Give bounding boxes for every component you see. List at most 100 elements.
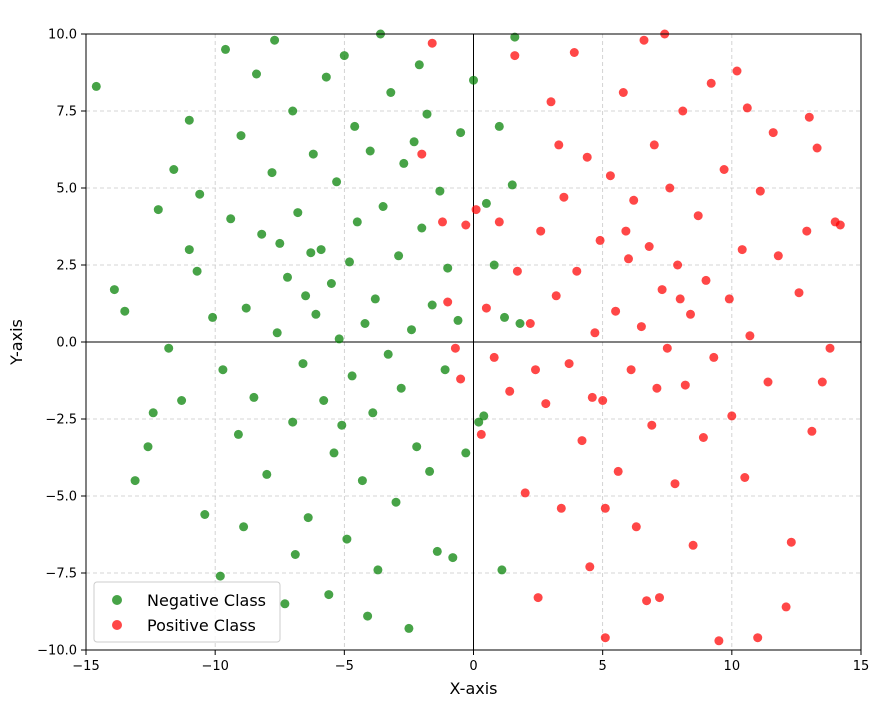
x-tick-label-6: 15 (853, 659, 870, 674)
point-positive-class-17 (533, 593, 543, 603)
point-positive-class-74 (773, 251, 783, 261)
point-positive-class-71 (755, 186, 765, 196)
point-negative-class-91 (497, 565, 507, 575)
point-negative-class-48 (345, 257, 354, 267)
point-positive-class-46 (649, 140, 659, 150)
point-negative-class-54 (365, 146, 375, 156)
point-negative-class-46 (339, 51, 349, 61)
point-positive-class-41 (631, 522, 641, 532)
data-points (91, 29, 845, 646)
point-negative-class-45 (334, 334, 344, 344)
point-positive-class-14 (512, 266, 522, 276)
point-negative-class-85 (489, 260, 499, 270)
point-positive-class-31 (595, 235, 605, 245)
point-positive-class-64 (724, 294, 734, 304)
y-tick-label-6: 5.0 (56, 182, 77, 197)
legend: Negative Class Positive Class (93, 581, 281, 643)
point-negative-class-50 (350, 121, 360, 131)
point-positive-class-26 (572, 266, 582, 276)
point-negative-class-89 (510, 32, 520, 42)
point-positive-class-85 (804, 112, 814, 122)
point-positive-class-92 (587, 392, 597, 402)
point-negative-class-39 (319, 396, 329, 405)
point-negative-class-53 (360, 319, 370, 328)
point-positive-class-42 (636, 322, 646, 332)
point-positive-class-58 (698, 433, 708, 442)
point-negative-class-12 (192, 266, 202, 276)
point-positive-class-36 (613, 466, 623, 476)
point-negative-class-63 (394, 251, 404, 261)
point-negative-class-9 (177, 396, 187, 405)
point-negative-class-70 (417, 223, 427, 233)
point-negative-class-88 (507, 180, 517, 190)
point-negative-class-33 (298, 359, 308, 369)
point-negative-class-90 (515, 319, 525, 328)
point-positive-class-6 (461, 220, 471, 230)
point-positive-class-50 (665, 183, 675, 193)
point-negative-class-25 (267, 168, 277, 178)
axis-ticks: −15 −10 −5 0 5 10 15 −10.0 −7.5 −5.0 −2.5 0.0 2.5 5.0… (37, 28, 869, 675)
point-positive-class-79 (807, 426, 817, 436)
point-negative-class-8 (169, 165, 179, 174)
point-negative-class-4 (143, 442, 153, 452)
point-negative-class-97 (363, 611, 373, 621)
point-negative-class-2 (120, 306, 130, 316)
point-negative-class-18 (233, 429, 243, 439)
point-positive-class-62 (714, 636, 724, 646)
point-negative-class-11 (184, 115, 194, 125)
point-positive-class-28 (582, 152, 592, 162)
point-negative-class-65 (399, 158, 409, 168)
point-positive-class-25 (569, 48, 579, 57)
point-positive-class-69 (745, 331, 755, 341)
point-negative-class-32 (293, 208, 303, 218)
point-positive-class-80 (812, 143, 822, 153)
point-positive-class-35 (611, 306, 621, 316)
point-negative-class-43 (329, 448, 339, 458)
point-positive-class-53 (678, 106, 688, 116)
point-negative-class-29 (283, 272, 292, 282)
x-tick-label-3: 0 (469, 659, 477, 674)
x-tick-label-5: 10 (724, 659, 741, 674)
y-tick-label-0: −10.0 (37, 644, 77, 659)
point-negative-class-56 (370, 294, 380, 304)
point-positive-class-81 (817, 377, 827, 387)
point-negative-class-24 (262, 469, 272, 479)
point-positive-class-59 (701, 275, 711, 285)
point-negative-class-93 (218, 365, 228, 375)
point-positive-class-34 (605, 171, 615, 181)
point-positive-class-4 (450, 343, 460, 353)
point-negative-class-82 (469, 75, 478, 85)
point-positive-class-20 (546, 97, 556, 107)
point-positive-class-66 (732, 66, 742, 76)
point-positive-class-78 (802, 226, 812, 236)
point-negative-class-7 (164, 343, 174, 353)
point-negative-class-80 (456, 128, 466, 138)
point-positive-class-12 (505, 386, 515, 396)
point-positive-class-48 (657, 285, 667, 295)
point-negative-class-34 (301, 291, 311, 301)
point-positive-class-30 (590, 328, 600, 338)
point-negative-class-61 (386, 88, 396, 97)
point-positive-class-88 (600, 503, 610, 513)
point-positive-class-65 (727, 411, 737, 421)
legend-marker-positive-class (112, 620, 122, 630)
point-negative-class-101 (337, 420, 347, 430)
point-positive-class-15 (520, 488, 530, 498)
point-positive-class-82 (825, 343, 835, 353)
x-tick-label-4: 5 (599, 659, 607, 674)
point-positive-class-2 (438, 217, 447, 227)
point-positive-class-67 (737, 245, 747, 255)
point-positive-class-32 (598, 396, 608, 405)
point-negative-class-76 (440, 365, 450, 375)
y-tick-label-7: 7.5 (56, 105, 77, 120)
x-tick-label-1: −10 (201, 659, 228, 674)
x-tick-label-0: −15 (72, 659, 99, 674)
point-positive-class-43 (639, 35, 649, 45)
point-positive-class-60 (706, 78, 716, 88)
point-positive-class-10 (489, 352, 499, 362)
y-tick-label-3: −2.5 (45, 413, 77, 428)
x-tick-label-2: −5 (335, 659, 354, 674)
point-negative-class-73 (427, 300, 437, 310)
point-positive-class-72 (763, 377, 773, 387)
